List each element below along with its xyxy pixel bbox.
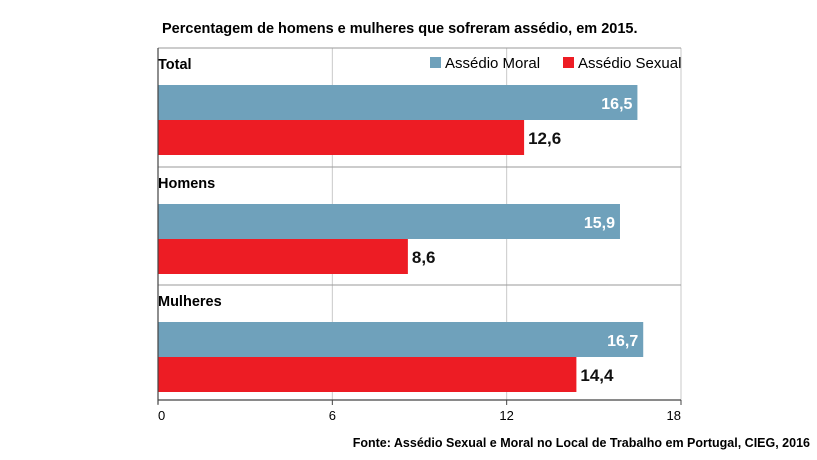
source-note: Fonte: Assédio Sexual e Moral no Local d… [353, 436, 810, 450]
x-tick-label: 6 [329, 408, 336, 423]
bar-value-label: 16,5 [601, 96, 632, 113]
x-axis: 0 6 12 18 [157, 48, 682, 423]
legend: Assédio Moral Assédio Sexual [430, 55, 681, 72]
category-label: Total [158, 57, 192, 73]
legend-swatch [430, 57, 441, 68]
bar-value-label: 16,7 [607, 333, 638, 350]
category-label: Mulheres [158, 294, 222, 310]
bar [158, 239, 408, 274]
bar-value-label: 15,9 [584, 215, 615, 232]
bar-value-label: 8,6 [412, 248, 436, 267]
bar-value-label: 12,6 [528, 129, 561, 148]
bar [158, 85, 638, 120]
chart-title: Percentagem de homens e mulheres que sof… [162, 21, 637, 37]
bar [158, 322, 644, 357]
x-tick-label: 12 [499, 408, 513, 423]
bar [158, 204, 620, 239]
legend-label: Assédio Moral [445, 55, 540, 72]
bar-groups: Total 16,5 12,6 Homens 15,9 8,6 Mulheres 16,7 14… [158, 57, 644, 392]
category-label: Homens [158, 176, 215, 192]
legend-swatch [563, 57, 574, 68]
group-separators [158, 47, 681, 286]
x-tick-label: 0 [158, 408, 165, 423]
bar [158, 120, 525, 155]
bar-value-label: 14,4 [580, 366, 614, 385]
bar [158, 357, 577, 392]
x-tick-label: 18 [667, 408, 681, 423]
legend-label: Assédio Sexual [578, 55, 681, 72]
